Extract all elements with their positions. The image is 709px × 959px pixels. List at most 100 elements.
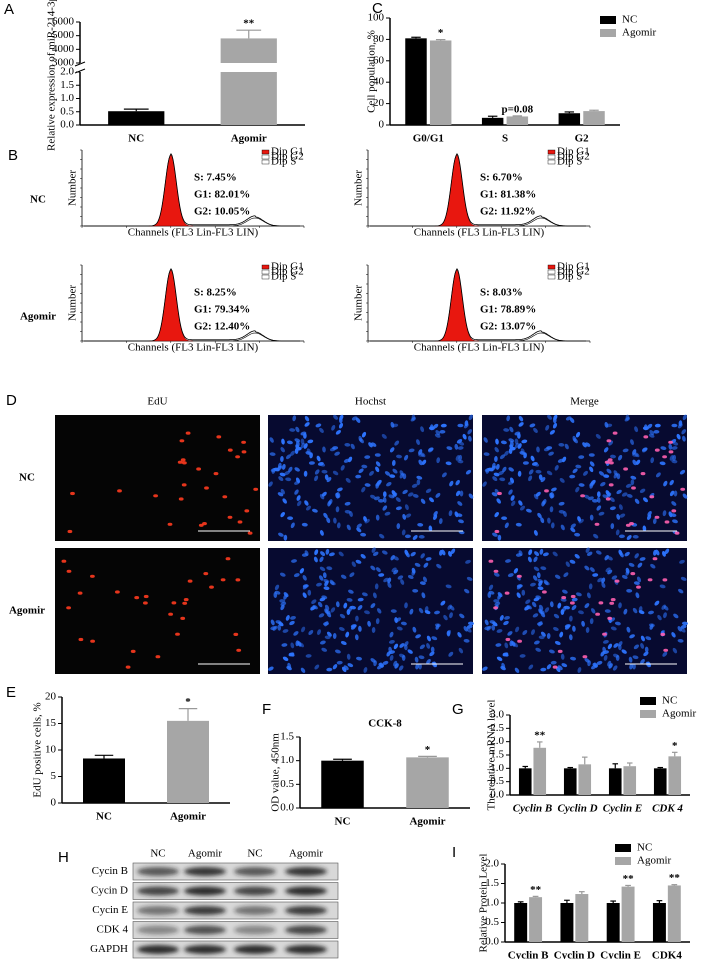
flow-legend-label: Dip G2 <box>271 266 304 278</box>
nucleus <box>570 527 576 533</box>
nucleus <box>542 552 549 557</box>
nucleus <box>624 551 630 557</box>
nucleus <box>443 614 448 621</box>
edu-nucleus <box>236 648 242 652</box>
nucleus <box>493 572 500 577</box>
nucleus <box>537 586 544 591</box>
nucleus <box>499 454 506 460</box>
edu-nucleus <box>203 572 209 576</box>
nucleus <box>346 524 351 531</box>
nucleus <box>626 626 631 633</box>
nucleus <box>568 634 573 641</box>
nucleus <box>268 666 274 671</box>
nucleus <box>603 447 609 453</box>
y-tick-label: 1.0 <box>490 762 504 774</box>
nucleus <box>315 423 322 428</box>
nucleus <box>404 641 409 647</box>
nucleus <box>632 663 636 670</box>
nucleus <box>574 553 580 559</box>
nucleus <box>321 647 328 652</box>
nucleus <box>296 495 301 501</box>
nucleus <box>410 551 416 557</box>
nucleus <box>535 469 542 474</box>
edu-nucleus <box>70 491 75 496</box>
bar <box>606 903 620 942</box>
nucleus <box>326 517 331 524</box>
nucleus <box>395 617 402 622</box>
nucleus <box>662 510 667 517</box>
nucleus <box>610 626 617 631</box>
nucleus <box>344 501 351 506</box>
y-tick-label: 15 <box>45 717 57 729</box>
flow-stat: S: 6.70% <box>480 172 523 184</box>
protein-label: Cycin D <box>91 885 128 897</box>
legend-label: Agomir <box>622 27 657 39</box>
nucleus <box>390 609 397 613</box>
nucleus <box>639 488 646 493</box>
nucleus <box>680 627 686 633</box>
nucleus <box>573 438 578 444</box>
nucleus <box>571 605 577 611</box>
nucleus <box>328 552 335 557</box>
nucleus <box>524 606 530 611</box>
nucleus <box>367 620 371 627</box>
significance: p=0.08 <box>502 103 534 115</box>
nucleus <box>659 461 666 466</box>
nucleus <box>554 464 559 471</box>
nucleus <box>433 510 438 517</box>
nucleus <box>496 629 503 633</box>
nucleus <box>386 482 392 487</box>
nucleus <box>626 493 633 498</box>
nucleus <box>407 574 414 580</box>
nucleus <box>517 432 521 439</box>
flow-stat: S: 8.25% <box>194 287 237 299</box>
x-tick-label: Agomir <box>409 816 445 828</box>
panel-letter: D <box>6 392 17 409</box>
nucleus <box>456 513 463 517</box>
nucleus <box>316 455 321 462</box>
nucleus <box>495 463 500 470</box>
flow-legend-swatch <box>547 159 556 165</box>
x-tick-label: CDK4 <box>652 950 682 959</box>
nucleus <box>324 620 329 627</box>
nucleus <box>613 470 618 476</box>
nucleus <box>639 557 646 561</box>
legend-swatch <box>615 857 631 865</box>
edu-nucleus <box>183 598 189 602</box>
nucleus <box>423 562 429 568</box>
nucleus <box>648 623 655 628</box>
nucleus <box>592 573 599 577</box>
nucleus <box>560 653 565 660</box>
edu-nucleus <box>662 578 668 582</box>
nucleus <box>344 509 351 514</box>
edu-nucleus <box>202 522 207 526</box>
nucleus <box>345 631 350 638</box>
nucleus <box>388 494 395 499</box>
nucleus <box>349 572 355 578</box>
nucleus <box>335 506 340 513</box>
nucleus <box>392 490 397 497</box>
nucleus <box>386 651 391 657</box>
y-tick-label: 5000 <box>52 29 75 41</box>
nucleus <box>519 451 526 455</box>
nucleus <box>608 663 613 669</box>
nucleus <box>326 631 332 637</box>
nucleus <box>457 632 462 638</box>
nucleus <box>570 656 576 661</box>
edu-nucleus <box>557 649 563 654</box>
nucleus <box>321 491 327 497</box>
nucleus <box>277 624 282 631</box>
y-tick-label: 2.0 <box>485 858 499 870</box>
nucleus <box>332 446 339 450</box>
edu-nucleus <box>654 448 660 452</box>
legend-label: Agomir <box>662 708 697 720</box>
nucleus <box>572 625 576 632</box>
nucleus <box>497 592 503 598</box>
x-tick-label: S <box>502 133 508 145</box>
nucleus <box>642 497 649 503</box>
edu-nucleus <box>204 486 209 490</box>
bar <box>608 768 622 795</box>
nucleus <box>332 633 337 639</box>
nucleus <box>549 429 555 435</box>
nucleus <box>268 481 273 487</box>
